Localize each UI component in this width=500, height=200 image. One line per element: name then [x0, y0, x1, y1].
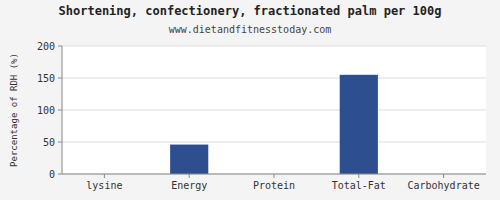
x-tick [274, 174, 275, 178]
grid-line [62, 46, 486, 47]
y-axis [62, 46, 63, 174]
title: Shortening, confectionery, fractionated … [59, 4, 442, 18]
x-tick [443, 174, 444, 178]
x-tick-label: lysine [86, 180, 122, 191]
grid-line [62, 78, 486, 79]
y-tick [58, 46, 62, 47]
bar [170, 145, 208, 174]
y-tick-label: 150 [37, 73, 55, 84]
y-tick-label: 50 [43, 137, 55, 148]
y-axis-label: Percentage of RDH (%) [9, 53, 19, 167]
background [0, 0, 500, 200]
bars [170, 75, 378, 174]
y-tick [58, 78, 62, 79]
y-tick [58, 110, 62, 111]
grid-line [62, 142, 486, 143]
y-tick [58, 142, 62, 143]
y-tick-label: 100 [37, 105, 55, 116]
chart: 0 50 100 150 200 lysine Energy Protein Total-Fat… [0, 0, 500, 200]
bar [340, 75, 378, 174]
grid-line [62, 110, 486, 111]
subtitle: www.dietandfitnesstoday.com [169, 24, 332, 35]
x-tick [358, 174, 359, 178]
y-tick [58, 174, 62, 175]
y-tick-label: 0 [49, 169, 55, 180]
x-tick-label: Energy [171, 180, 207, 191]
y-tick-label: 200 [37, 41, 55, 52]
plot-area [62, 46, 486, 174]
x-tick-label: Carbohydrate [407, 180, 479, 191]
x-tick [104, 174, 105, 178]
x-tick-label: Total-Fat [332, 180, 386, 191]
x-tick [189, 174, 190, 178]
x-tick-label: Protein [253, 180, 295, 191]
